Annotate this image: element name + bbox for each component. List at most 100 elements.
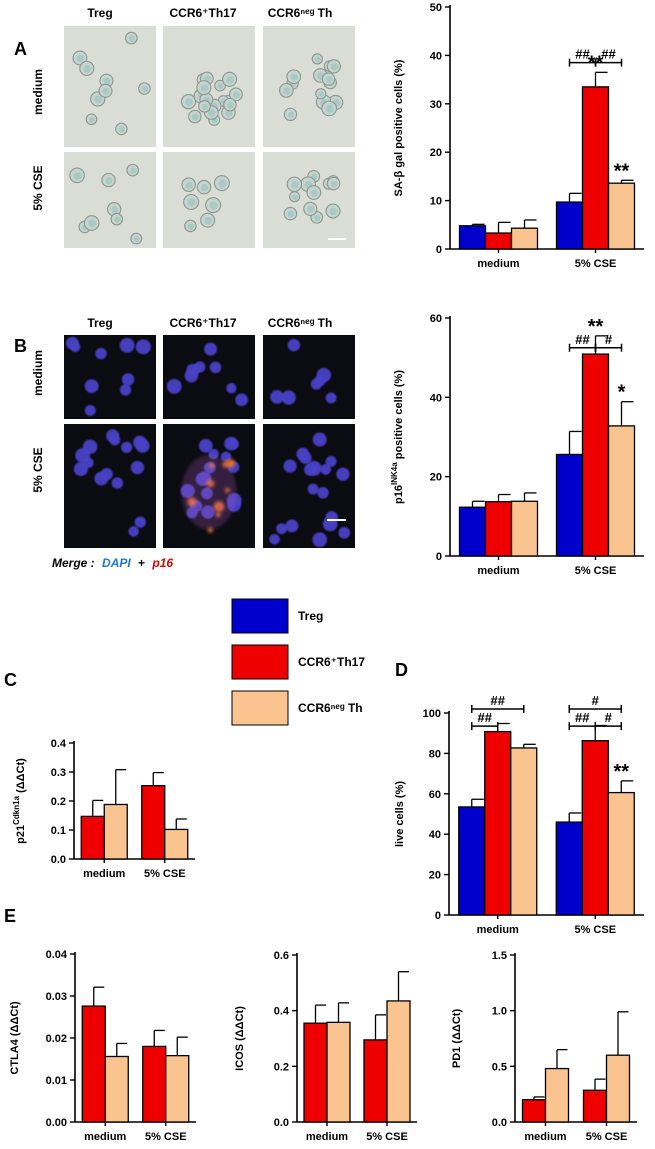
cell-nucleus [200, 84, 209, 93]
chart-e-icos: 0.0 0.2 0.4 0.6 medium 5% CSE ICOS (ΔΔCt) [234, 950, 417, 1143]
bar [555, 201, 584, 250]
significance-hash: # [605, 332, 613, 347]
micrograph-a-col-neg: CCR6ⁿᵉᵍ Th [268, 6, 333, 20]
cell-nucleus [119, 337, 135, 353]
cell-nucleus [184, 369, 199, 383]
micrograph-image [263, 152, 355, 248]
cell-nucleus [89, 116, 95, 123]
cell-nucleus [329, 207, 338, 216]
merge-caption: Merge : DAPI + p16 [52, 556, 173, 570]
micrograph-a-grid [64, 26, 355, 248]
cell-nucleus [141, 85, 149, 93]
x-category-label: medium [306, 1131, 348, 1143]
cell-nucleus [217, 83, 224, 90]
significance-hash: ## [575, 332, 590, 347]
cell-nucleus [232, 91, 240, 99]
y-axis-label: p16INK4a positive cells (%) [390, 370, 405, 504]
chart-c-p21: 0.0 0.1 0.2 0.3 0.4 medium 5% CSE p21Cdkn1a (ΔΔ… [12, 738, 195, 880]
y-tick-label: 100 [423, 708, 441, 720]
x-category-label: 5% CSE [144, 868, 186, 880]
cell-nucleus [218, 179, 227, 188]
micrograph-b-grid [64, 335, 355, 548]
x-category-label: medium [524, 1131, 566, 1143]
y-tick-label: 20 [429, 870, 441, 882]
micrograph-image [263, 335, 355, 419]
bar [81, 1005, 106, 1123]
cell-nucleus [200, 183, 209, 192]
cell-nucleus [121, 373, 135, 386]
micrograph-a-col-th17: CCR6⁺Th17 [169, 6, 236, 20]
significance-hash: ## [575, 710, 590, 725]
cell-nucleus [330, 63, 338, 71]
bar [581, 740, 609, 916]
cell-nucleus [317, 487, 329, 499]
bar [484, 232, 513, 250]
micrograph-image [163, 424, 255, 548]
y-tick-label: 0 [436, 551, 442, 563]
cell-nucleus [304, 463, 317, 476]
micrograph-b-col-th17: CCR6⁺Th17 [169, 316, 236, 330]
x-category-label: medium [84, 1131, 126, 1143]
y-tick-label: 60 [429, 789, 441, 801]
bar [458, 225, 487, 250]
cell-nucleus [283, 87, 291, 95]
cell-nucleus [76, 54, 85, 63]
micrograph-image [163, 152, 255, 248]
bar [607, 182, 636, 250]
bar [165, 1054, 190, 1123]
cell-nucleus [330, 180, 338, 188]
bar [103, 803, 128, 860]
cell-nucleus [66, 336, 79, 350]
cell-nucleus [209, 201, 218, 210]
bar [581, 86, 610, 250]
x-category-label: medium [83, 868, 125, 880]
cell-nucleus [95, 347, 107, 360]
cell-nucleus [287, 338, 301, 352]
cell-nucleus [119, 384, 132, 396]
cell-nucleus [269, 534, 280, 545]
cell-nucleus [133, 435, 147, 449]
y-axis-label: CTLA4 (ΔΔCt) [9, 1001, 21, 1075]
cell-nucleus [204, 216, 213, 225]
y-tick-label: 20 [430, 147, 442, 159]
cell-nucleus [166, 378, 182, 394]
chart-e-ctla4: 0.00 0.01 0.02 0.03 0.04 medium 5% CSE CTLA4 (Δ… [9, 949, 196, 1143]
x-category-label: medium [477, 565, 519, 577]
y-tick-label: 0.01 [46, 1075, 67, 1087]
y-tick-label: 40 [429, 829, 441, 841]
x-category-label: 5% CSE [574, 924, 616, 936]
significance-star: * [618, 382, 626, 404]
cell-nucleus [314, 214, 321, 222]
y-tick-label: 0.00 [46, 1117, 67, 1129]
bar [555, 821, 583, 916]
micrograph-b-col-neg: CCR6ⁿᵉᵍ Th [268, 316, 333, 330]
cell-nucleus [84, 379, 99, 394]
micrograph-image [64, 152, 156, 248]
cell-nucleus [94, 471, 109, 486]
cell-nucleus [187, 223, 195, 230]
cell-nucleus [187, 198, 196, 207]
cell-nucleus [224, 436, 238, 451]
x-category-label: 5% CSE [575, 565, 617, 577]
legend-swatch-neg [231, 690, 289, 726]
significance-hash: ## [478, 710, 493, 725]
bar [458, 506, 487, 557]
chart-b-p16: 0 20 40 60 medium 5% CSE p16INK4a positive cel… [390, 313, 644, 577]
y-axis-label: p21Cdkn1a (ΔΔCt) [12, 758, 27, 844]
y-tick-label: 0 [435, 910, 441, 922]
cell-nucleus [314, 375, 326, 387]
merge-p16: p16 [151, 556, 173, 570]
significance-star: ** [613, 761, 629, 783]
bar [386, 1000, 411, 1123]
bar [142, 1045, 167, 1123]
y-tick-label: 0.6 [274, 950, 289, 962]
cell-nucleus [194, 361, 206, 373]
cell-nucleus [296, 447, 310, 461]
cell-nucleus [320, 464, 332, 475]
micrograph-image [263, 26, 355, 147]
cell-nucleus [310, 189, 319, 197]
cell-nucleus [106, 429, 120, 443]
micrograph-image [64, 26, 156, 147]
y-tick-label: 0.0 [492, 1117, 507, 1129]
micrograph-a-col-treg: Treg [87, 6, 112, 20]
